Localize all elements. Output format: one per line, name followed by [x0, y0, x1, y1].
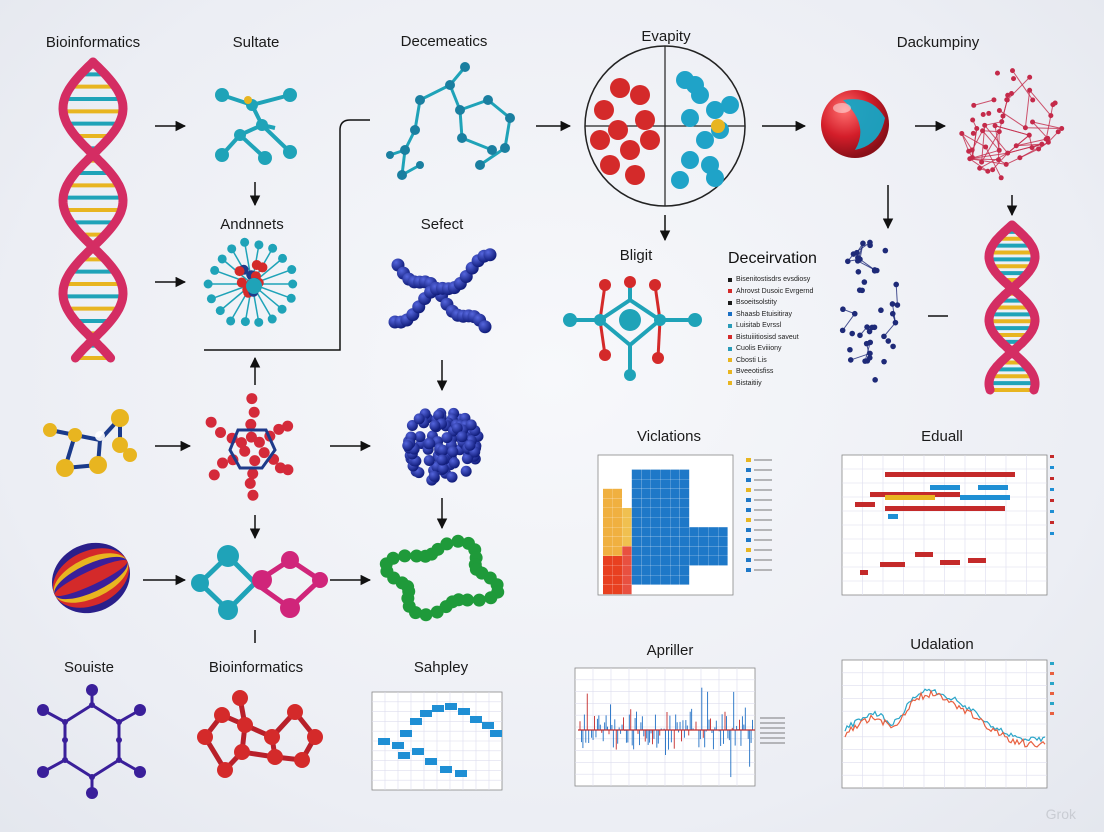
legend-item: Shaasb Etuisitiray [728, 309, 817, 321]
grok-watermark: Grok [1045, 806, 1076, 822]
eduall-gantt-chart [841, 454, 1054, 596]
dna-helix-left [58, 57, 128, 363]
legend-swatch [728, 369, 732, 374]
legend-swatch [728, 312, 732, 317]
legend-text: Ahrovst Dusoic Evrgernd [736, 287, 814, 295]
legend-item: Cuolis Eviiiony [728, 343, 817, 355]
label-viclations: Viclations [637, 428, 701, 445]
dackumpiny-sphere [821, 90, 889, 158]
label-sultate: Sultate [232, 34, 280, 51]
legend-item: Cbosti Lis [728, 355, 817, 367]
legend-item: Bisenitostisdrs evsdiosy [728, 274, 817, 286]
sahpley-chart [371, 691, 503, 791]
legend-item: Bistaitiiy [728, 378, 817, 390]
flow-arrows [143, 119, 1018, 643]
bioinformatics-red-molecule [197, 690, 323, 778]
dackumpiny-network [959, 68, 1065, 181]
legend-item: Bveeotisfiss [728, 366, 817, 378]
legend-swatch [728, 289, 732, 294]
dna-helix-right [984, 220, 1040, 395]
legend-swatch [728, 323, 732, 328]
label-evapity: Evapity [641, 28, 691, 45]
udalation-line-chart [841, 659, 1054, 789]
connector-line [204, 119, 370, 351]
legend-text: Bsoeitsolstity [736, 299, 777, 307]
label-udalation: Udalation [910, 636, 974, 653]
legend-text: Bveeotisfiss [736, 368, 774, 376]
yellow-molecule [43, 409, 137, 477]
blue-globular-protein [402, 407, 484, 486]
label-souiste: Souiste [63, 659, 115, 676]
legend-item: Ahrovst Dusoic Evrgernd [728, 286, 817, 298]
decemeatics-molecule [386, 62, 515, 180]
legend-title: Deceirvation [728, 250, 817, 267]
legend-text: Bistuiiitiosisd saveut [736, 333, 799, 341]
legend-text: Luisitab Evrssl [736, 322, 782, 330]
bligit-molecule [563, 276, 702, 381]
legend-text: Shaasb Etuisitiray [736, 310, 793, 318]
green-ring-molecule [379, 534, 505, 622]
legend-swatch [728, 300, 732, 305]
legend-swatch [728, 381, 732, 386]
legend-swatch [728, 346, 732, 351]
legend-rows: Bisenitostisdrs evsdiosy Ahrovst Dusoic E… [728, 274, 817, 389]
label-sefect: Sefect [420, 216, 464, 233]
label-bioinformatics-top: Bioinformatics [45, 34, 141, 51]
label-andnnets: Andnnets [220, 216, 284, 233]
label-bioinformatics-bottom: Bioinformatics [208, 659, 304, 676]
legend-text: Bistaitiiy [736, 379, 762, 387]
label-eduall: Eduall [921, 428, 963, 445]
red-branched-molecule [205, 393, 294, 501]
teal-magenta-molecule [191, 545, 328, 620]
sultate-molecule [215, 88, 297, 165]
navy-protein-network [839, 239, 901, 383]
legend-item: Luisitab Evrssl [728, 320, 817, 332]
apriller-signal-chart [574, 667, 785, 787]
rainbow-spool-icon [52, 542, 130, 614]
andnnets-molecule [203, 237, 298, 327]
label-bligit: Bligit [619, 247, 653, 264]
label-apriller: Apriller [646, 642, 694, 659]
viclations-heatmap [597, 454, 772, 596]
label-dackumpiny: Dackumpiny [896, 34, 980, 51]
legend-item: Bsoeitsolstity [728, 297, 817, 309]
souiste-molecule [37, 684, 146, 799]
legend-text: Bisenitostisdrs evsdiosy [736, 276, 811, 284]
label-sahpley: Sahpley [413, 659, 469, 676]
legend-text: Cuolis Eviiiony [736, 345, 782, 353]
evapity-protein-crosshair [584, 45, 746, 207]
deceirvation-legend: Deceirvation Bisenitostisdrs evsdiosy Ahr… [728, 250, 817, 389]
legend-swatch [728, 277, 732, 282]
legend-swatch [728, 358, 732, 363]
legend-text: Cbosti Lis [736, 356, 767, 364]
sefect-molecule [388, 248, 497, 334]
legend-item: Bistuiiitiosisd saveut [728, 332, 817, 344]
label-decemeatics: Decemeatics [400, 33, 488, 50]
legend-swatch [728, 335, 732, 340]
